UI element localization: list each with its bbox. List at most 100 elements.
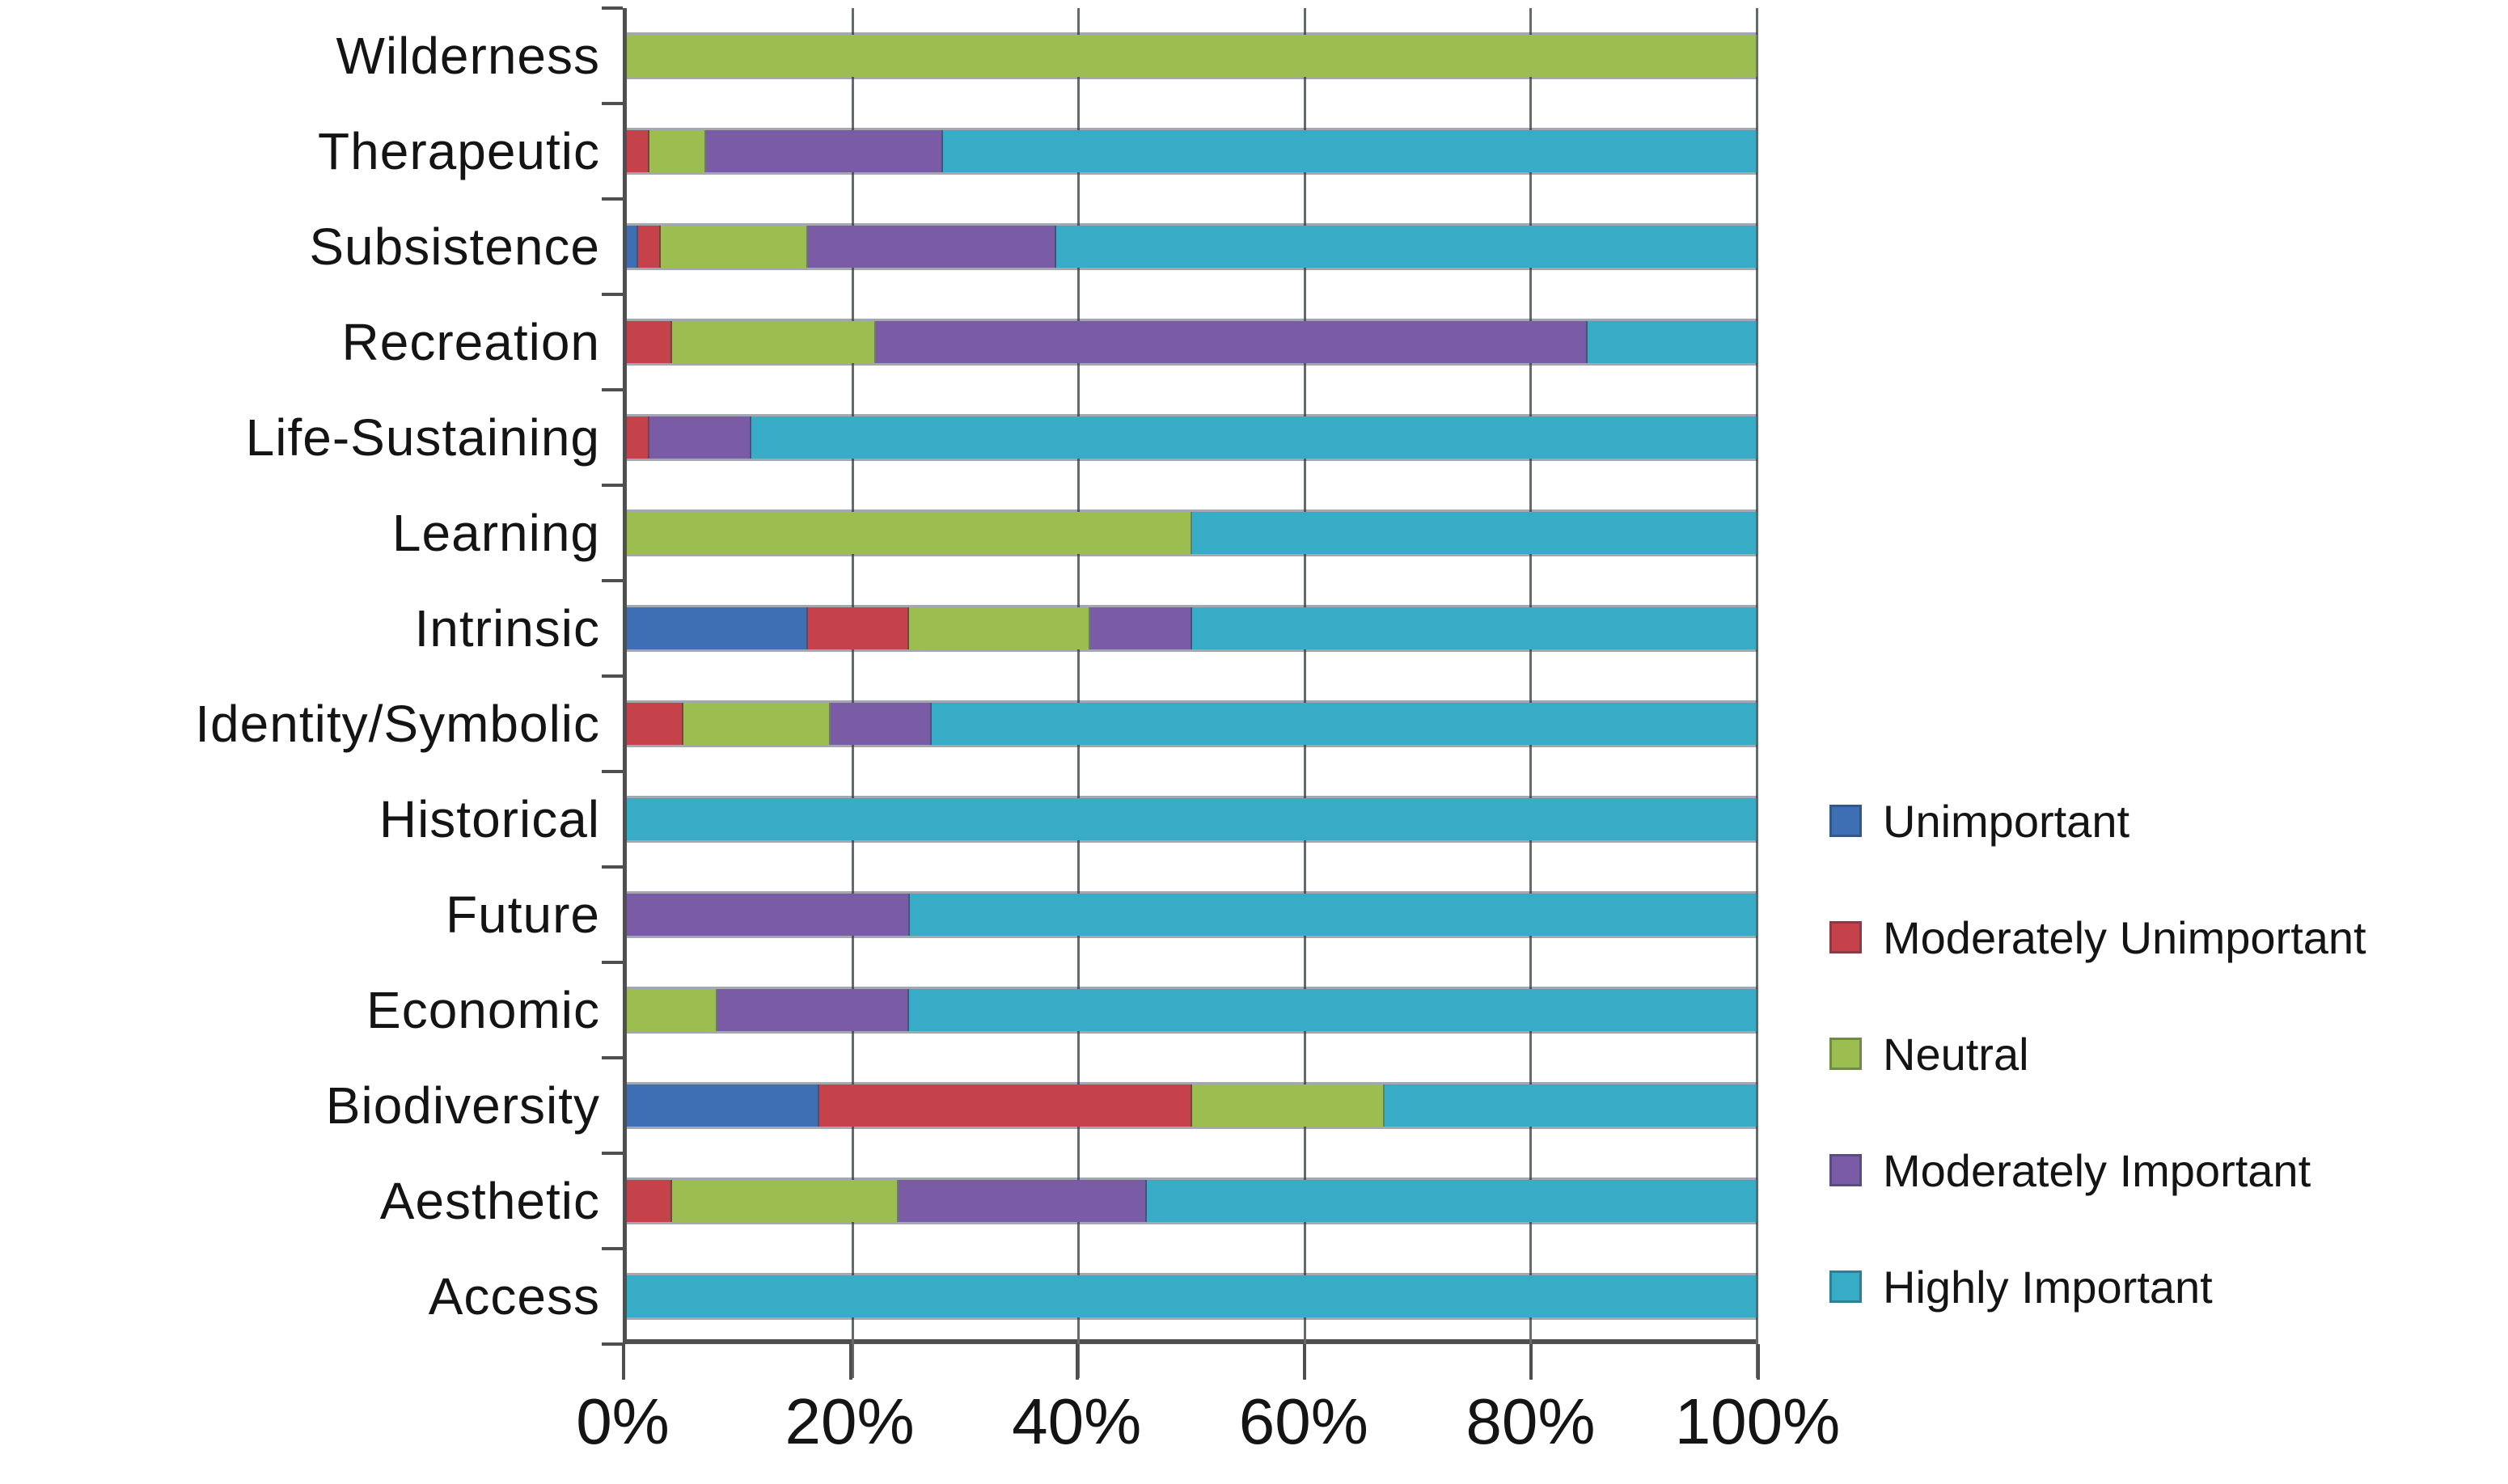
stacked-bar xyxy=(627,416,1757,459)
legend-label: Highly Important xyxy=(1883,1261,2213,1313)
bar-segment xyxy=(1191,607,1757,649)
bar-segment xyxy=(1588,321,1757,363)
bar-segment xyxy=(627,1084,819,1127)
bar-segment xyxy=(627,512,1192,554)
stacked-bar xyxy=(627,798,1757,840)
legend-label: Moderately Important xyxy=(1883,1144,2311,1196)
gridline-60 xyxy=(1303,8,1306,1378)
bar-segment xyxy=(1191,1084,1385,1127)
bar-segment xyxy=(1192,512,1757,554)
bar-row xyxy=(627,1153,1757,1249)
bar-segment xyxy=(807,607,910,649)
y-axis-tick xyxy=(602,1152,623,1155)
bar-segment xyxy=(705,130,944,172)
category-label: Economic xyxy=(366,981,600,1039)
stacked-bar xyxy=(627,1084,1757,1127)
bar-segment xyxy=(671,321,876,363)
x-axis-label-60: 60% xyxy=(1238,1385,1368,1457)
category-label: Identity/Symbolic xyxy=(195,695,600,753)
legend-label: Unimportant xyxy=(1883,795,2130,847)
category-label: Intrinsic xyxy=(414,599,600,657)
x-axis-label-40: 40% xyxy=(1012,1385,1142,1457)
bar-segment xyxy=(909,989,1757,1031)
category-label: Aesthetic xyxy=(379,1172,600,1230)
stacked-bar xyxy=(627,1180,1757,1222)
legend-swatch-icon xyxy=(1829,921,1862,953)
legend-item: Unimportant xyxy=(1829,795,2366,847)
x-axis-tick-20 xyxy=(848,1344,852,1380)
legend-swatch-icon xyxy=(1829,1038,1862,1070)
y-axis-tick xyxy=(602,484,623,487)
bar-segment xyxy=(627,416,649,459)
stacked-bar xyxy=(627,226,1757,268)
bar-row xyxy=(627,962,1757,1058)
gridline-80 xyxy=(1529,8,1533,1378)
y-axis-tick xyxy=(602,865,623,869)
stacked-bar xyxy=(627,607,1757,649)
legend-item: Moderately Important xyxy=(1829,1144,2366,1196)
stacked-bar xyxy=(627,130,1757,172)
bar-segment xyxy=(751,416,1757,459)
bar-row xyxy=(627,294,1757,390)
y-axis-tick xyxy=(602,6,623,10)
legend-label: Moderately Unimportant xyxy=(1883,911,2366,963)
bar-row xyxy=(627,8,1757,104)
bar-segment xyxy=(807,226,1057,268)
y-axis-tick xyxy=(602,579,623,582)
category-label: Future xyxy=(446,886,600,944)
stacked-bar xyxy=(627,703,1757,745)
category-label: Recreation xyxy=(341,313,600,371)
bar-segment xyxy=(627,35,1757,77)
bar-segment xyxy=(1147,1180,1757,1222)
bar-segment xyxy=(943,130,1757,172)
category-label: Life-Sustaining xyxy=(245,408,600,467)
y-axis-tick xyxy=(602,674,623,678)
legend-swatch-icon xyxy=(1829,1270,1862,1303)
gridline-40 xyxy=(1077,8,1081,1378)
plot-area xyxy=(623,8,1758,1378)
bar-segment xyxy=(909,607,1091,649)
bar-segment xyxy=(875,321,1588,363)
y-axis-tick xyxy=(602,1342,623,1346)
x-axis-tick-0 xyxy=(622,1344,625,1380)
bar-row xyxy=(627,772,1757,867)
bar-row xyxy=(627,1249,1757,1344)
bar-segment xyxy=(660,226,808,268)
legend-label: Neutral xyxy=(1883,1028,2029,1080)
bar-segment xyxy=(671,1180,899,1222)
category-label: Therapeutic xyxy=(318,122,600,180)
bar-row xyxy=(627,1058,1757,1153)
bar-segment xyxy=(683,703,831,745)
y-axis-tick xyxy=(602,961,623,964)
bar-segment xyxy=(627,321,672,363)
x-axis-tick-80 xyxy=(1529,1344,1533,1380)
bar-row xyxy=(627,199,1757,294)
stacked-bar xyxy=(627,35,1757,77)
bar-segment xyxy=(649,416,751,459)
bar-segment xyxy=(627,1180,672,1222)
bar-row xyxy=(627,581,1757,676)
bar-segment xyxy=(627,607,808,649)
bar-segment xyxy=(1090,607,1192,649)
y-axis-tick xyxy=(602,197,623,201)
x-axis-label-100: 100% xyxy=(1674,1385,1841,1457)
y-axis-tick xyxy=(602,1056,623,1059)
legend-item: Moderately Unimportant xyxy=(1829,911,2366,963)
bar-segment xyxy=(627,130,649,172)
gridline-100 xyxy=(1756,8,1758,1378)
y-axis-tick xyxy=(602,770,623,773)
bar-segment xyxy=(627,798,1757,840)
bar-segment xyxy=(1384,1084,1757,1127)
bar-segment xyxy=(627,703,683,745)
bar-row xyxy=(627,390,1757,485)
x-axis-tick-60 xyxy=(1302,1344,1306,1380)
stacked-bar xyxy=(627,321,1757,363)
legend: Unimportant Moderately Unimportant Neutral… xyxy=(1829,795,2366,1379)
bar-row xyxy=(627,867,1757,962)
x-axis-label-80: 80% xyxy=(1465,1385,1596,1457)
category-label: Historical xyxy=(379,790,600,848)
x-axis-tick-40 xyxy=(1076,1344,1080,1380)
bar-segment xyxy=(627,989,717,1031)
category-label: Learning xyxy=(391,504,600,562)
